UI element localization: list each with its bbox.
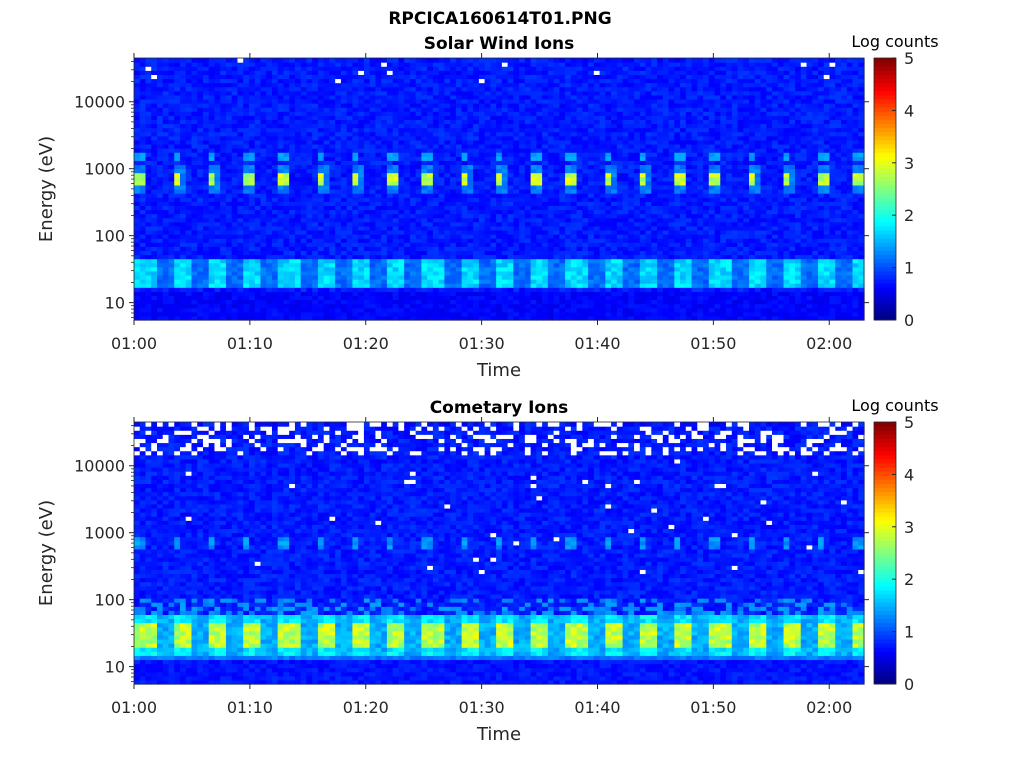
heatmap-cells	[134, 58, 865, 321]
x-axis-label: Time	[476, 360, 521, 381]
x-tick-label: 01:10	[227, 698, 273, 717]
colorbar-label: Log counts	[851, 32, 938, 51]
colorbar-tick-label: 0	[904, 675, 914, 694]
y-tick-label: 10000	[74, 457, 125, 476]
colorbar-tick-label: 5	[904, 413, 914, 432]
colorbar-tick-label: 4	[904, 465, 914, 484]
x-tick-label: 01:30	[459, 334, 505, 353]
x-tick-label: 01:40	[574, 698, 620, 717]
y-axis-label: Energy (eV)	[36, 500, 57, 606]
x-tick-label: 01:00	[111, 334, 157, 353]
y-tick-label: 100	[94, 227, 125, 246]
figure-title: RPCICA160614T01.PNG	[388, 9, 611, 29]
x-tick-label: 01:20	[343, 698, 389, 717]
x-tick-label: 02:00	[806, 698, 852, 717]
colorbar-tick-label: 1	[904, 259, 914, 278]
heatmap-cells	[134, 422, 865, 685]
colorbar-tick-label: 3	[904, 518, 914, 537]
x-axis-label: Time	[476, 724, 521, 745]
x-tick-label: 02:00	[806, 334, 852, 353]
y-tick-label: 1000	[84, 524, 125, 543]
colorbar-tick-label: 0	[904, 311, 914, 330]
y-axis-label: Energy (eV)	[36, 136, 57, 242]
colorbar-tick-label: 2	[904, 570, 914, 589]
x-tick-label: 01:10	[227, 334, 273, 353]
colorbar-tick-label: 4	[904, 101, 914, 120]
colorbar-tick-label: 2	[904, 206, 914, 225]
colorbar-label: Log counts	[851, 396, 938, 415]
y-tick-label: 100	[94, 591, 125, 610]
y-tick-label: 10	[105, 658, 125, 677]
colorbar-tick-label: 3	[904, 154, 914, 173]
colorbar-tick-label: 5	[904, 49, 914, 68]
x-tick-label: 01:00	[111, 698, 157, 717]
x-tick-label: 01:40	[574, 334, 620, 353]
y-tick-label: 1000	[84, 160, 125, 179]
panel-title: Solar Wind Ions	[424, 34, 575, 54]
colorbar-tick-label: 1	[904, 623, 914, 642]
panel-title: Cometary Ions	[430, 398, 569, 418]
x-tick-label: 01:30	[459, 698, 505, 717]
x-tick-label: 01:50	[690, 698, 736, 717]
x-tick-label: 01:20	[343, 334, 389, 353]
x-tick-label: 01:50	[690, 334, 736, 353]
y-tick-label: 10000	[74, 93, 125, 112]
y-tick-label: 10	[105, 294, 125, 313]
